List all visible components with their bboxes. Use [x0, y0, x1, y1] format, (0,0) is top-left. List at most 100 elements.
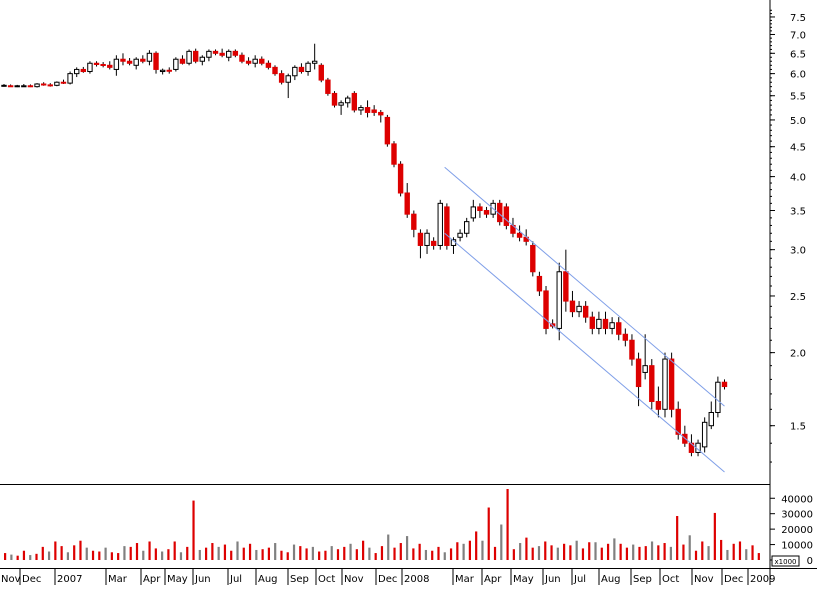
volume-bar	[318, 551, 321, 560]
volume-bar	[418, 543, 421, 560]
volume-bar	[255, 549, 258, 560]
candle	[298, 63, 305, 74]
candle-body	[331, 92, 338, 106]
candle-body	[166, 69, 172, 72]
candle-body	[298, 66, 305, 73]
time-label: Jul	[229, 574, 242, 585]
volume-bar	[179, 552, 183, 560]
time-label: Aug	[601, 574, 621, 585]
candle	[239, 52, 245, 64]
candle-body	[530, 244, 536, 273]
volume-bar	[167, 549, 170, 560]
volume-bar	[732, 543, 735, 560]
candle	[602, 311, 609, 335]
candle	[358, 105, 364, 115]
volume-bar	[311, 546, 314, 560]
time-label: Dec	[724, 574, 743, 585]
candle-body	[192, 50, 199, 62]
candle	[159, 68, 166, 75]
candle-body	[635, 358, 642, 388]
volume-bar	[198, 549, 201, 560]
volume-tick-label: 10000	[781, 541, 813, 552]
candle-body	[74, 68, 80, 75]
volume-bar	[745, 549, 748, 560]
candle	[563, 249, 569, 312]
candle	[27, 84, 34, 88]
time-label: Oct	[662, 574, 679, 585]
time-label: Nov	[1, 574, 21, 585]
candle-body	[226, 50, 232, 58]
candle	[87, 61, 93, 74]
candle	[21, 83, 27, 88]
candle-body	[7, 85, 14, 88]
candle	[510, 217, 516, 238]
candle-body	[87, 62, 93, 73]
candle-body	[371, 109, 377, 113]
candle	[516, 225, 523, 242]
volume-bar	[644, 546, 647, 560]
candle	[40, 82, 47, 86]
candle-body	[212, 50, 219, 54]
candle	[212, 49, 219, 56]
price-tick-label: 5.0	[790, 116, 806, 127]
time-label: Nov	[694, 574, 714, 585]
volume-bar	[10, 554, 13, 560]
candle-body	[40, 83, 47, 86]
candle-body	[668, 358, 675, 410]
candle-body	[173, 58, 179, 70]
candle	[100, 62, 106, 68]
price-axis: 7.5 7.0 6.5 6.0 5.5 5.0 4.5 4.0 3.5 3.0 2.5 2.0 1.5	[770, 9, 806, 463]
volume-bar	[368, 547, 371, 560]
candle-body	[444, 206, 450, 246]
candle-body	[186, 50, 192, 64]
volume-bar	[694, 550, 698, 560]
volume-bar	[751, 545, 754, 560]
volume-bar	[29, 555, 32, 560]
candle	[351, 91, 358, 113]
candle	[80, 66, 87, 73]
candle	[503, 203, 510, 230]
candle	[345, 95, 351, 108]
volume-bar	[399, 543, 402, 560]
volume-bar	[129, 546, 132, 560]
volume-bar	[374, 553, 377, 560]
volume-bar	[60, 546, 63, 560]
candle-body	[536, 275, 543, 292]
candle-body	[483, 210, 490, 215]
candle-body	[384, 116, 391, 145]
candle-body	[27, 85, 34, 88]
volume-bar	[85, 547, 88, 560]
volume-bar	[519, 543, 522, 560]
candle	[265, 60, 272, 70]
time-label: Apr	[143, 574, 161, 585]
candle	[305, 61, 311, 76]
volume-bar	[47, 551, 51, 560]
volume-bar	[500, 524, 503, 560]
candle	[179, 55, 186, 65]
candle-body	[642, 365, 648, 373]
candle-body	[430, 240, 437, 246]
candle	[668, 352, 675, 418]
candle-body	[252, 58, 258, 64]
candle-body	[411, 213, 417, 230]
candle	[93, 61, 100, 67]
candle	[278, 70, 285, 85]
volume-bar	[355, 549, 358, 560]
candle	[483, 206, 490, 218]
time-label: Jun	[194, 574, 211, 585]
volume-bar	[110, 552, 113, 560]
candle	[444, 203, 450, 250]
candle	[675, 401, 681, 440]
volume-bar	[186, 546, 189, 560]
volume-bar	[569, 545, 572, 560]
volume-bar	[449, 548, 453, 560]
volume-bar	[154, 548, 157, 560]
volume-bar	[544, 541, 547, 560]
volume-bar	[292, 544, 296, 560]
candle	[596, 311, 602, 335]
candle	[622, 328, 629, 347]
candle-body	[239, 54, 245, 62]
volume-bar	[600, 547, 603, 560]
volume-bar	[707, 546, 710, 560]
